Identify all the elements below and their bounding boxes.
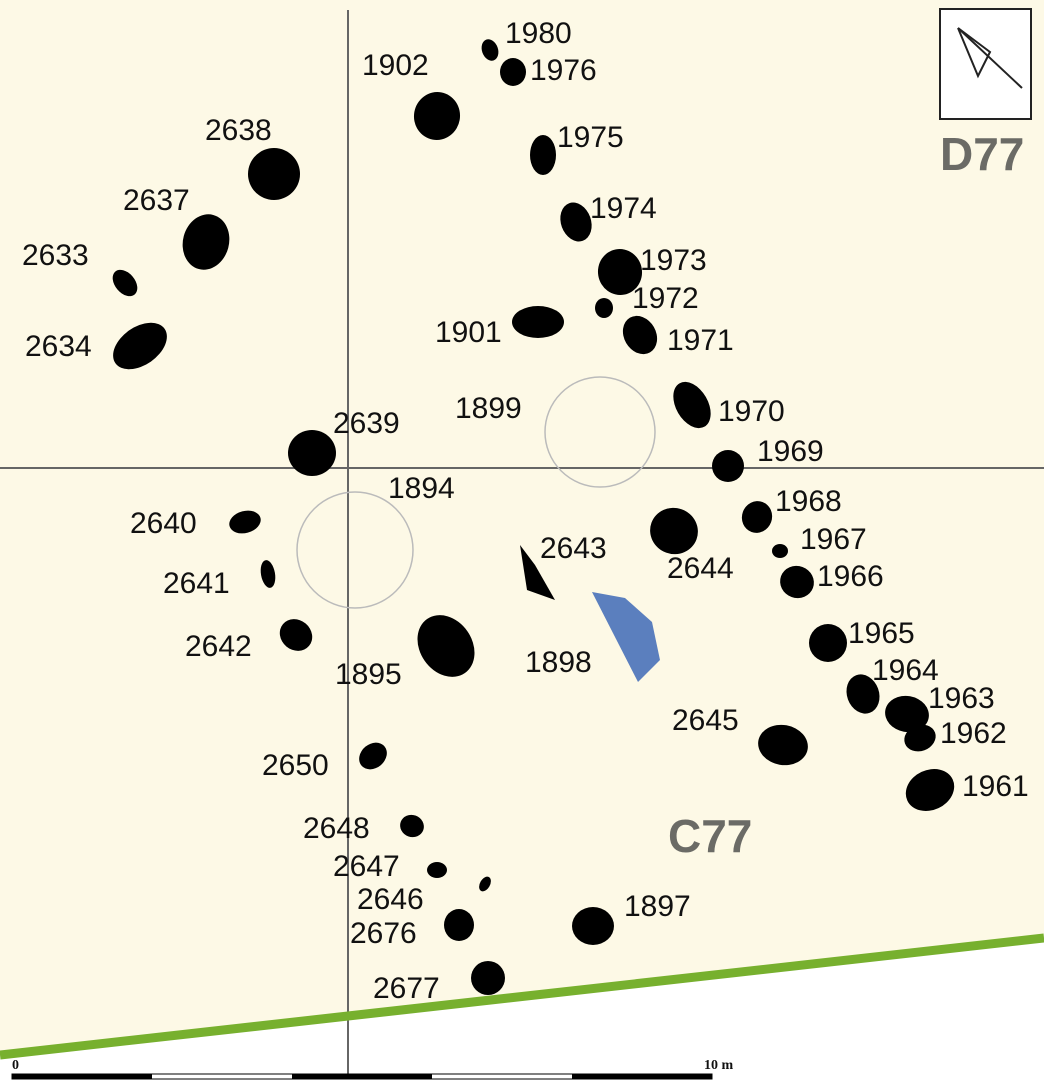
- feature: [758, 724, 808, 766]
- feature-label: 1894: [388, 472, 455, 505]
- feature-label: 2676: [350, 917, 417, 950]
- feature: [400, 814, 424, 838]
- feature-label: 1961: [962, 770, 1029, 803]
- feature: [741, 501, 773, 533]
- scale-label: 0: [12, 1058, 19, 1073]
- feature: [712, 450, 744, 482]
- feature: [481, 39, 499, 61]
- feature-label: 1971: [667, 324, 734, 357]
- feature-label: 2643: [540, 532, 607, 565]
- feature: [260, 560, 276, 588]
- feature: [772, 544, 788, 558]
- feature-label: 1964: [872, 654, 939, 687]
- feature-label: 2677: [373, 972, 440, 1005]
- feature: [530, 135, 556, 175]
- feature-label: 1976: [530, 54, 597, 87]
- feature: [512, 306, 564, 338]
- feature: [417, 615, 475, 677]
- feature: [500, 58, 526, 86]
- feature-label: 1974: [590, 192, 657, 225]
- feature-label: 2645: [672, 704, 739, 737]
- feature-label: 2638: [205, 114, 272, 147]
- feature: [479, 876, 491, 892]
- feature-label: 1967: [800, 523, 867, 556]
- feature: [182, 214, 230, 270]
- north-arrow: [939, 8, 1032, 120]
- feature-label: 2642: [185, 630, 252, 663]
- feature: [572, 907, 614, 945]
- feature-label: 2646: [357, 883, 424, 916]
- feature-label: 2637: [123, 184, 190, 217]
- feature: [471, 961, 505, 995]
- feature-label: 2639: [333, 407, 400, 440]
- feature-label: 2633: [22, 239, 89, 272]
- feature: [780, 565, 814, 599]
- feature: [904, 724, 936, 752]
- feature-label: 1895: [335, 658, 402, 691]
- scale-bar: [11, 1073, 713, 1080]
- feature-highlight: [592, 592, 660, 682]
- feature: [905, 769, 955, 811]
- feature-label: 1963: [928, 682, 995, 715]
- feature-label: 1980: [505, 17, 572, 50]
- feature: [248, 148, 300, 200]
- feature-label: 2648: [303, 812, 370, 845]
- feature: [622, 315, 658, 355]
- feature: [427, 862, 447, 878]
- feature: [650, 507, 698, 555]
- feature-label: 2647: [333, 850, 400, 883]
- feature-label: 1968: [775, 485, 842, 518]
- feature: [279, 619, 313, 651]
- feature-label: 1899: [455, 392, 522, 425]
- pit-outline: [296, 491, 414, 609]
- feature-label: 1966: [817, 560, 884, 593]
- feature: [846, 674, 880, 714]
- feature: [112, 269, 138, 297]
- boundary-line: [0, 933, 1044, 1060]
- feature-label: 1973: [640, 244, 707, 277]
- feature: [597, 249, 643, 295]
- square-label: C77: [668, 810, 752, 862]
- feature-label: 1975: [557, 121, 624, 154]
- feature: [673, 381, 711, 429]
- feature-label: 1970: [718, 395, 785, 428]
- feature-label: 2650: [262, 749, 329, 782]
- feature-label: 1897: [624, 890, 691, 923]
- feature-label: 1969: [757, 435, 824, 468]
- feature: [560, 202, 592, 242]
- feature: [809, 624, 847, 662]
- feature: [288, 430, 336, 476]
- feature-label: 2634: [25, 330, 92, 363]
- feature-label: 2644: [667, 552, 734, 585]
- feature-label: 2640: [130, 507, 197, 540]
- square-label: D77: [940, 128, 1024, 180]
- feature: [229, 510, 261, 534]
- feature-label: 2641: [163, 567, 230, 600]
- feature: [520, 545, 555, 600]
- feature: [595, 298, 613, 318]
- feature-label: 1972: [632, 282, 699, 315]
- feature-label: 1965: [848, 617, 915, 650]
- feature-label: 1898: [525, 646, 592, 679]
- feature: [444, 909, 474, 941]
- feature: [413, 92, 461, 140]
- feature-label: 1962: [940, 717, 1007, 750]
- feature: [885, 695, 929, 733]
- feature-label: 1901: [435, 316, 502, 349]
- excavation-area: [0, 0, 1044, 1055]
- scale-label: 10 m: [704, 1058, 734, 1073]
- feature: [359, 742, 387, 770]
- feature: [113, 322, 167, 370]
- pit-outline: [544, 376, 656, 488]
- feature-label: 1902: [362, 49, 429, 82]
